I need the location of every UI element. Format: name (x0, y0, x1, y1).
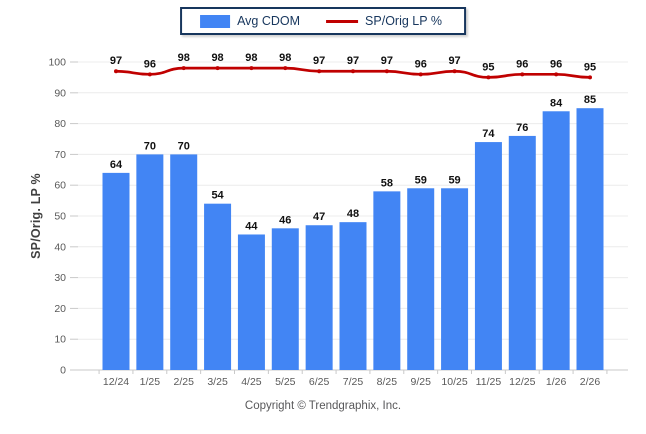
bar-value-label: 44 (245, 220, 258, 232)
line-point (215, 66, 220, 71)
line-point (351, 69, 355, 74)
y-tick-label: 50 (54, 211, 66, 223)
line-point (486, 75, 491, 80)
x-tick-label: 1/26 (546, 376, 567, 388)
legend: Avg CDOM SP/Orig LP % (180, 7, 466, 35)
bar (170, 154, 198, 370)
bar-value-label: 58 (381, 177, 393, 189)
x-tick-label: 2/25 (173, 376, 194, 388)
bar-value-label: 70 (144, 140, 156, 152)
y-tick-label: 30 (54, 272, 66, 284)
bar (542, 111, 570, 370)
bar-swatch-icon (200, 14, 231, 28)
line-swatch-icon (326, 19, 359, 23)
line-point (554, 72, 559, 77)
x-tick-label: 2/26 (580, 376, 601, 388)
bar-value-label: 85 (584, 94, 596, 106)
bar-value-label: 84 (550, 97, 563, 109)
line-value-label: 98 (178, 52, 190, 64)
line-point (384, 69, 389, 74)
bar (237, 234, 265, 370)
line-point (147, 72, 152, 77)
bar-value-label: 59 (415, 174, 427, 186)
bar-value-label: 47 (313, 211, 325, 223)
bar (576, 108, 604, 370)
line-point (249, 66, 254, 71)
x-tick-label: 8/25 (377, 376, 398, 388)
line-point (181, 66, 186, 71)
line-point (283, 66, 288, 71)
y-tick-label: 20 (54, 303, 66, 315)
bar (441, 188, 469, 370)
x-tick-label: 3/25 (207, 376, 228, 388)
bar-value-label: 64 (110, 159, 123, 171)
line-value-label: 97 (110, 55, 122, 67)
bar-value-label: 48 (347, 208, 359, 220)
x-tick-label: 12/24 (103, 376, 129, 388)
bar (102, 172, 130, 370)
y-tick-label: 70 (54, 149, 66, 161)
legend-item-sp-orig-lp: SP/Orig LP % (326, 14, 442, 28)
y-tick-label: 80 (54, 118, 66, 130)
line-point (452, 69, 457, 74)
bar (373, 191, 401, 370)
line-value-label: 96 (550, 58, 562, 70)
x-tick-label: 10/25 (441, 376, 467, 388)
bar-value-label: 70 (178, 140, 190, 152)
y-tick-label: 90 (54, 87, 66, 99)
y-tick-label: 100 (48, 57, 66, 69)
line-value-label: 98 (279, 52, 291, 64)
copyright-text: Copyright © Trendgraphix, Inc. (244, 400, 402, 412)
x-tick-label: 5/25 (275, 376, 296, 388)
bar (204, 203, 232, 370)
bar (271, 228, 299, 370)
x-tick-label: 6/25 (309, 376, 330, 388)
bar-value-label: 59 (448, 174, 460, 186)
legend-item-avg-cdom: Avg CDOM (200, 14, 300, 28)
legend-label-avg-cdom: Avg CDOM (237, 14, 301, 28)
x-tick-label: 4/25 (241, 376, 262, 388)
x-tick-label: 12/25 (509, 376, 535, 388)
x-tick-label: 9/25 (410, 376, 431, 388)
y-tick-label: 60 (54, 180, 66, 192)
bar (407, 188, 435, 370)
bar-value-label: 76 (516, 122, 528, 134)
bar (136, 154, 164, 370)
line-value-label: 98 (211, 52, 223, 64)
line-value-label: 97 (313, 55, 325, 67)
bar (305, 225, 333, 370)
line-point (520, 72, 525, 77)
line-value-label: 97 (347, 55, 359, 67)
bar (339, 222, 367, 370)
y-tick-label: 10 (54, 334, 66, 346)
line-value-label: 95 (584, 61, 596, 73)
x-tick-label: 7/25 (343, 376, 364, 388)
x-tick-label: 1/25 (140, 376, 161, 388)
line-value-label: 96 (516, 58, 528, 70)
line-point (317, 69, 322, 74)
x-tick-label: 11/25 (476, 376, 502, 388)
bar-value-label: 54 (211, 190, 224, 202)
line-point (418, 72, 423, 77)
bar-value-label: 74 (482, 128, 495, 140)
bar-value-label: 46 (279, 214, 291, 226)
line-value-label: 96 (415, 58, 427, 70)
bar (508, 135, 536, 370)
bar (474, 142, 502, 370)
y-tick-label: 0 (60, 365, 66, 377)
line-value-label: 96 (144, 58, 156, 70)
line-point (588, 75, 592, 80)
y-tick-label: 40 (54, 241, 66, 253)
legend-label-sp-orig-lp: SP/Orig LP % (365, 14, 442, 28)
line-value-label: 97 (448, 55, 460, 67)
line-value-label: 95 (482, 61, 494, 73)
line-value-label: 97 (381, 55, 393, 67)
line-point (114, 69, 118, 74)
line-value-label: 98 (245, 52, 257, 64)
